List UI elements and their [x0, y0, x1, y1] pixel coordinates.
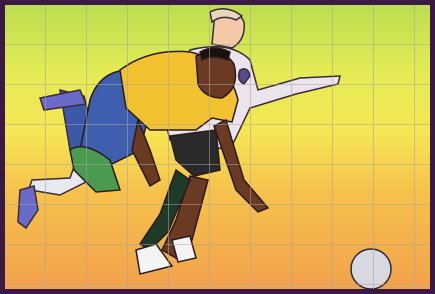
body: (() => { const data = JSON.parse(documen… — [0, 0, 435, 294]
grid-overlay — [5, 5, 430, 289]
illustration — [0, 0, 435, 294]
page: Illustration {} html, body { margin: 0; … — [0, 0, 435, 294]
